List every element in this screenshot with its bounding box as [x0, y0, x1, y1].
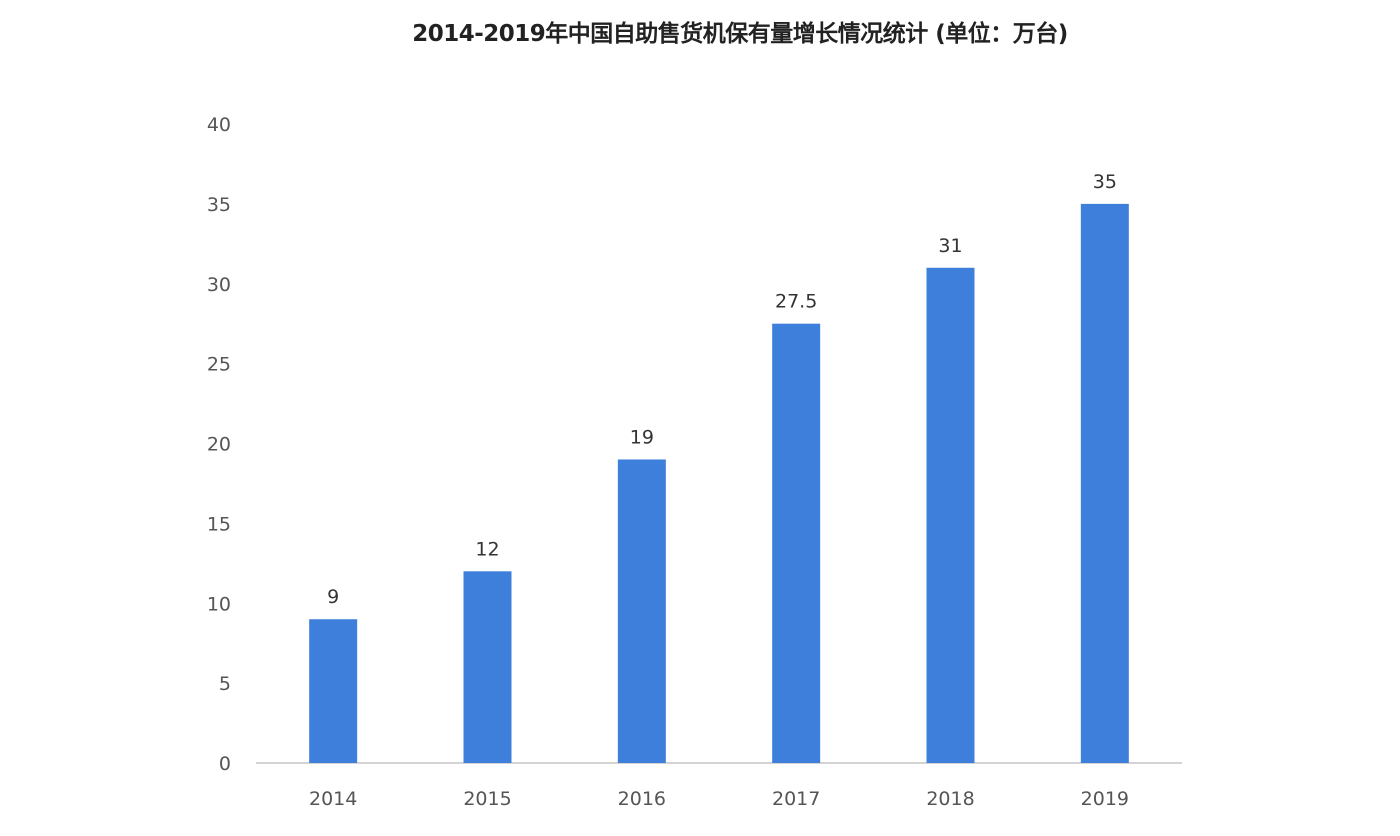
data-label: 35 [1093, 171, 1117, 193]
data-label: 9 [327, 586, 339, 608]
bar-2019 [1080, 203, 1129, 763]
y-tick-label: 35 [207, 194, 231, 216]
x-tick-label: 2014 [309, 788, 357, 810]
data-label: 19 [630, 426, 654, 448]
bar-2016 [617, 459, 666, 763]
bar-2017 [772, 323, 821, 763]
y-tick-label: 15 [207, 513, 231, 535]
chart-title: 2014-2019年中国自助售货机保有量增长情况统计 (单位：万台) [412, 21, 1068, 47]
y-tick-label: 20 [207, 434, 231, 456]
data-label: 31 [938, 235, 962, 257]
y-tick-label: 5 [219, 673, 231, 695]
data-label: 27.5 [775, 291, 817, 313]
data-label: 12 [475, 538, 499, 560]
y-tick-label: 30 [207, 274, 231, 296]
x-tick-label: 2018 [926, 788, 974, 810]
y-tick-label: 40 [207, 114, 231, 136]
bar-2014 [309, 619, 358, 763]
x-tick-label: 2016 [618, 788, 666, 810]
y-tick-label: 10 [207, 593, 231, 615]
y-tick-label: 0 [219, 753, 231, 775]
x-tick-label: 2019 [1081, 788, 1129, 810]
bar-2018 [926, 267, 975, 763]
x-tick-label: 2015 [463, 788, 511, 810]
x-tick-label: 2017 [772, 788, 820, 810]
y-tick-label: 25 [207, 354, 231, 376]
bar-2015 [463, 571, 512, 763]
